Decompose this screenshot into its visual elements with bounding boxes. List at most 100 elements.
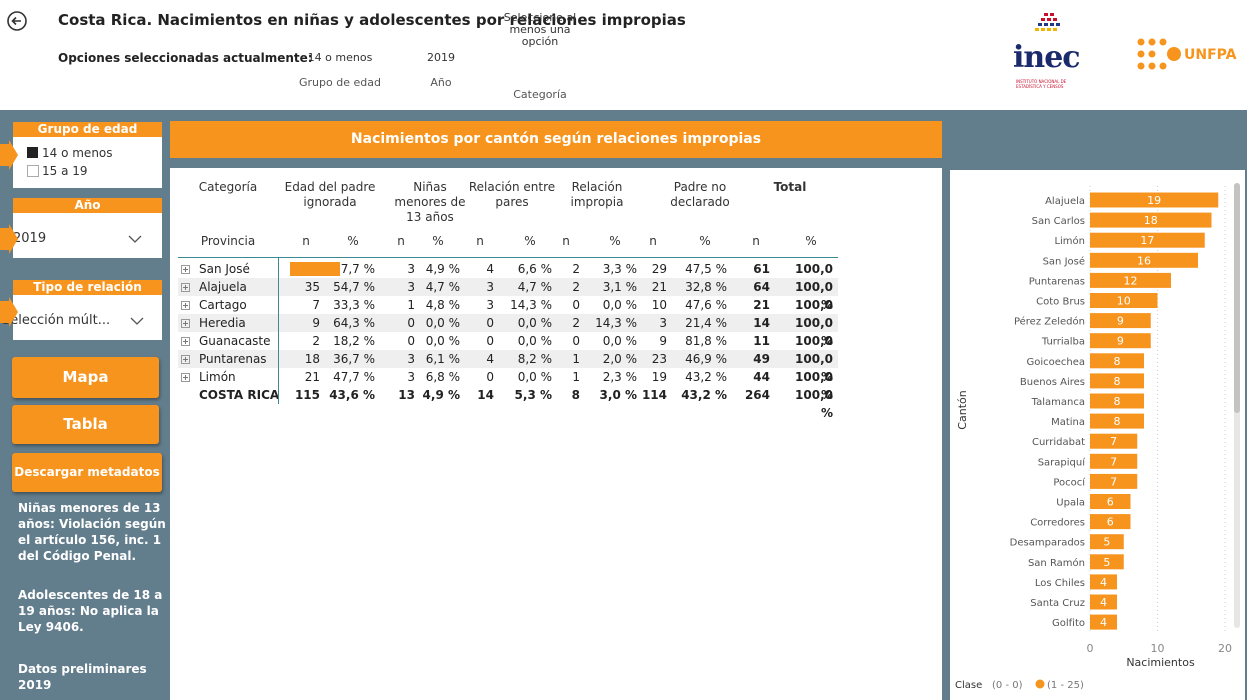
table-cell: 2 [312,334,320,348]
legend-entry: (1 - 25) [1047,680,1084,691]
dropdown-value[interactable]: Selección múlt... [2,313,111,328]
table-cell: 23 [651,352,667,366]
checkbox[interactable] [27,165,39,177]
table-cell: 0 [407,334,415,348]
filter-option[interactable]: 15 a 19 [42,164,88,178]
sub-header: n [562,234,570,248]
table-cell: 6,6 % [517,262,552,276]
expand-icon[interactable] [181,265,190,274]
y-tick-label: Coto Brus [1036,297,1085,308]
row-band [178,314,838,332]
sub-header: % [524,234,536,248]
expand-icon[interactable] [181,319,190,328]
table-title: Nacimientos por cantón según relaciones … [170,121,942,158]
back-button[interactable] [6,10,28,32]
table-cell: 0,0 % [517,316,552,330]
table-cell: 4,8 % [425,298,460,312]
table-cell: 81,8 % [685,334,727,348]
table-cell: 100,0 % [795,370,833,402]
sub-header: % [805,234,817,248]
table-cell: 3 [407,352,415,366]
filter-option[interactable]: 14 o menos [42,146,113,160]
header-rule [178,257,838,258]
bar [1090,232,1205,248]
sub-header: n [649,234,657,248]
bar [1090,272,1171,288]
y-tick-label: Los Chiles [1035,578,1085,589]
expand-icon[interactable] [181,283,190,292]
note: Adolescentes de 18 a 19 años: No aplica … [18,588,163,634]
bar [1090,212,1212,228]
sub-header: % [432,234,444,248]
selection-label: Año [430,76,452,89]
total-cell: 43,2 % [681,388,727,402]
dropdown-chevron[interactable] [128,234,142,244]
table-cell: 2 [572,316,580,330]
bar [1090,393,1144,409]
row-label: Limón [199,370,236,384]
dropdown-value[interactable]: 2019 [13,231,47,246]
filter-title: Grupo de edad [13,122,162,137]
table-cell: 44 [753,370,770,384]
expand-icon[interactable] [181,373,190,382]
bar-value-label: 4 [1100,616,1107,629]
expand-icon[interactable] [181,337,190,346]
bar-value-label: 6 [1107,516,1114,529]
column-rule [278,258,279,404]
y-tick-label: Limón [1054,235,1085,247]
table-cell: 14,3 % [595,316,637,330]
y-tick-label: Curridabat [1032,437,1085,448]
bar [1090,534,1124,550]
selection-value: 2019 [427,51,455,64]
x-tick-label: 0 [1087,642,1094,655]
total-cell: 4,9 % [422,388,460,402]
table-cell: 100,0 % [795,316,833,348]
metadata-button[interactable]: Descargar metadatos [12,453,162,492]
column-group-header: Total [773,180,807,194]
column-group-header: Categoría [198,180,258,194]
sub-header: n [302,234,310,248]
table-cell: 54,7 % [333,280,375,294]
table-cell: 0 [407,316,415,330]
dropdown-chevron[interactable] [130,316,144,326]
table-button[interactable]: Tabla [12,405,159,444]
y-tick-label: Upala [1056,498,1085,509]
table-cell: 4 [486,352,494,366]
x-axis-label: Nacimientos [1126,656,1195,669]
table-cell: 3 [407,370,415,384]
bar-value-label: 7 [1110,435,1117,448]
y-tick-label: Golfito [1052,618,1085,629]
table-cell: 6,1 % [425,352,460,366]
table-cell: 37,7 % [333,262,375,276]
expand-icon[interactable] [181,355,190,364]
table-cell: 21 [753,298,770,312]
y-tick-label: Alajuela [1045,196,1085,207]
bar [1090,252,1198,268]
table-cell: 3 [407,280,415,294]
table-cell: 36,7 % [333,352,375,366]
table-cell: 0 [572,334,580,348]
table-cell: 9 [659,334,667,348]
table-cell: 100,0 % [795,352,833,384]
table-cell: 1 [572,352,580,366]
y-tick-label: Sarapiquí [1038,456,1087,468]
legend-swatch [1035,679,1045,689]
table-cell: 21,4 % [685,316,727,330]
checkbox-checked[interactable] [27,147,38,158]
table-cell: 47,7 % [333,370,375,384]
table-cell: 29 [651,262,667,276]
bar [1090,373,1144,389]
table-cell: 4,9 % [425,262,460,276]
bar [1090,353,1144,369]
expand-icon[interactable] [181,301,190,310]
bar [1090,413,1144,429]
bar [1090,433,1138,449]
table-cell: 4,7 % [425,280,460,294]
map-button[interactable]: Mapa [12,357,159,398]
bar [1090,192,1219,208]
total-cell: 8 [571,388,580,402]
table-cell: 43,2 % [685,370,727,384]
bar [1090,614,1117,630]
table-cell: 3 [407,262,415,276]
filter-title: Tipo de relación [13,280,162,295]
